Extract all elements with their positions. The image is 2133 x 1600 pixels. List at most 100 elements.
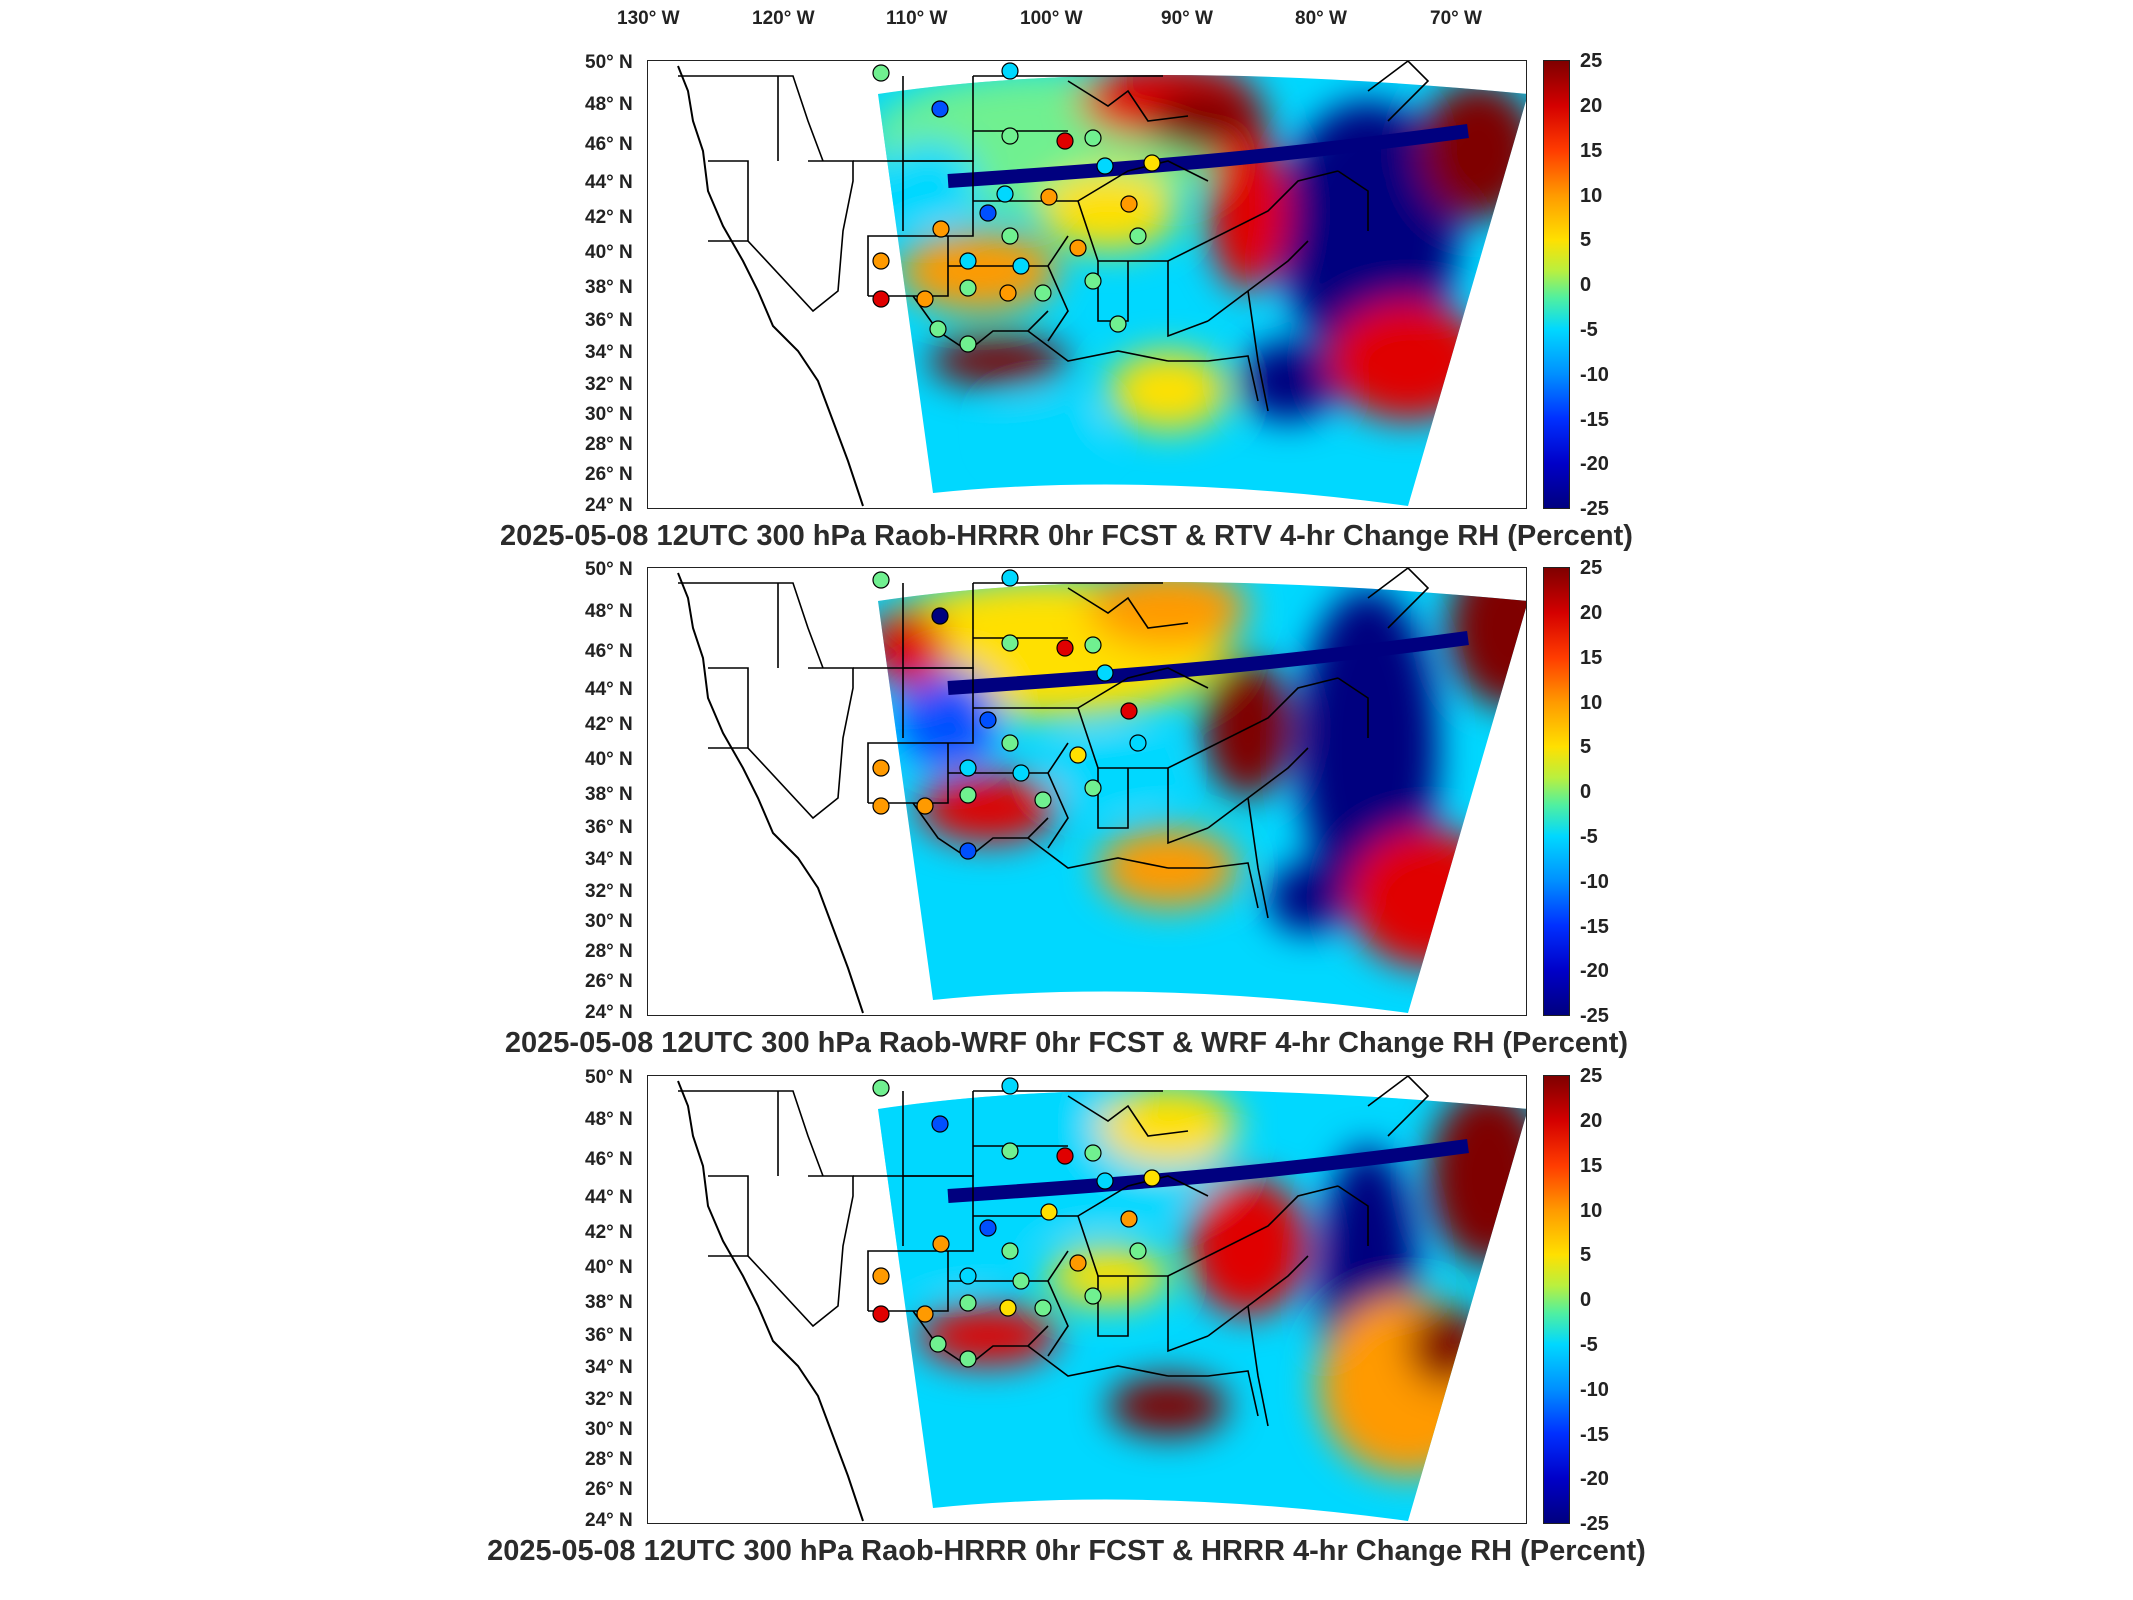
latitude-label: 34° N [585,1357,633,1378]
raob-station-marker [929,320,947,338]
colorbar-tick: -20 [1580,453,1609,475]
raob-station-marker [872,1305,890,1323]
state-border [1337,677,1369,738]
longitude-label: 100° W [1020,8,1083,29]
raob-station-marker [1001,634,1019,652]
coastline [677,1080,864,1522]
state-border [678,75,824,162]
colorbar-tick: 25 [1580,50,1603,72]
raob-station-marker [999,284,1017,302]
raob-station-marker [1096,1172,1114,1190]
colorbar-tick: 15 [1580,140,1603,162]
state-border [1077,200,1209,262]
state-border [867,667,974,803]
latitude-label: 48° N [585,601,633,622]
raob-station-marker [1056,132,1074,150]
raob-station-marker [1001,62,1019,80]
latitude-label: 36° N [585,817,633,838]
state-border [1247,1305,1269,1427]
raob-station-marker [872,252,890,270]
latitude-label: 32° N [585,1389,633,1410]
state-border [1067,80,1189,122]
raob-station-marker [1143,154,1161,172]
latitude-label: 26° N [585,971,633,992]
raob-station-marker [931,1115,949,1133]
rh-change-region [1238,341,1338,421]
raob-station-marker [1012,257,1030,275]
colorbar-tick: -15 [1580,1424,1609,1446]
raob-station-marker [872,797,890,815]
raob-station-marker [1084,779,1102,797]
raob-station-marker [1034,791,1052,809]
colorbar-tick: 10 [1580,1200,1603,1222]
map-svg [677,568,1526,1014]
state-border [1367,568,1430,629]
colorbar-tick: -25 [1580,1005,1609,1027]
raob-station-marker [1001,127,1019,145]
latitude-label: 50° N [585,559,633,580]
colorbar-tick: 15 [1580,647,1603,669]
coastline [677,65,864,507]
raob-station-marker [932,220,950,238]
latitude-label: 40° N [585,749,633,770]
colorbar-tick: 10 [1580,185,1603,207]
longitude-label: 80° W [1295,8,1347,29]
raob-station-marker [931,607,949,625]
state-border [1067,587,1189,629]
colorbar-tick: 5 [1580,736,1592,758]
colorbar-tick: 25 [1580,1065,1603,1087]
raob-station-marker [1012,764,1030,782]
latitude-label: 38° N [585,784,633,805]
map-svg [677,1076,1526,1522]
state-border [867,1175,974,1311]
rh-change-region [1108,1376,1228,1436]
colorbar-tick: -5 [1580,826,1598,848]
raob-station-marker [999,1299,1017,1317]
raob-station-marker [872,571,890,589]
rh-change-region [1098,1090,1238,1166]
latitude-label: 34° N [585,849,633,870]
colorbar-tick: 0 [1580,781,1592,803]
longitude-label: 70° W [1430,8,1482,29]
raob-station-marker [872,1267,890,1285]
state-border [1167,261,1209,338]
state-border [708,1175,854,1328]
latitude-label: 38° N [585,277,633,298]
state-border [678,582,824,669]
colorbar-tick: -15 [1580,409,1609,431]
latitude-label: 42° N [585,714,633,735]
state-border [678,1090,824,1177]
colorbar-tick: -25 [1580,498,1609,520]
raob-station-marker [1034,1299,1052,1317]
colorbar-tick: 20 [1580,95,1603,117]
latitude-label: 34° N [585,342,633,363]
latitude-label: 32° N [585,374,633,395]
colorbar [1543,567,1570,1016]
latitude-label: 24° N [585,1510,633,1531]
rh-change-map-1 [647,60,1527,509]
raob-station-marker [979,1219,997,1237]
rh-change-region [898,231,1058,311]
panel-title: 2025-05-08 12UTC 300 hPa Raob-WRF 0hr FC… [504,1027,1629,1059]
colorbar-tick: 20 [1580,1110,1603,1132]
latitude-label: 28° N [585,941,633,962]
rh-change-region [1088,582,1248,648]
state-border [1207,1185,1339,1257]
raob-station-marker [959,252,977,270]
raob-station-marker [1069,239,1087,257]
raob-station-marker [1001,1142,1019,1160]
colorbar [1543,1075,1570,1524]
latitude-label: 38° N [585,1292,633,1313]
raob-station-marker [1034,284,1052,302]
raob-station-marker [1001,1242,1019,1260]
raob-station-marker [1084,129,1102,147]
colorbar-tick: -20 [1580,1468,1609,1490]
colorbar-tick: -10 [1580,871,1609,893]
latitude-label: 44° N [585,172,633,193]
raob-station-marker [872,64,890,82]
longitude-label: 130° W [617,8,680,29]
rh-change-region [1328,301,1488,421]
state-border [1077,667,1209,709]
latitude-label: 48° N [585,1109,633,1130]
latitude-label: 42° N [585,1222,633,1243]
